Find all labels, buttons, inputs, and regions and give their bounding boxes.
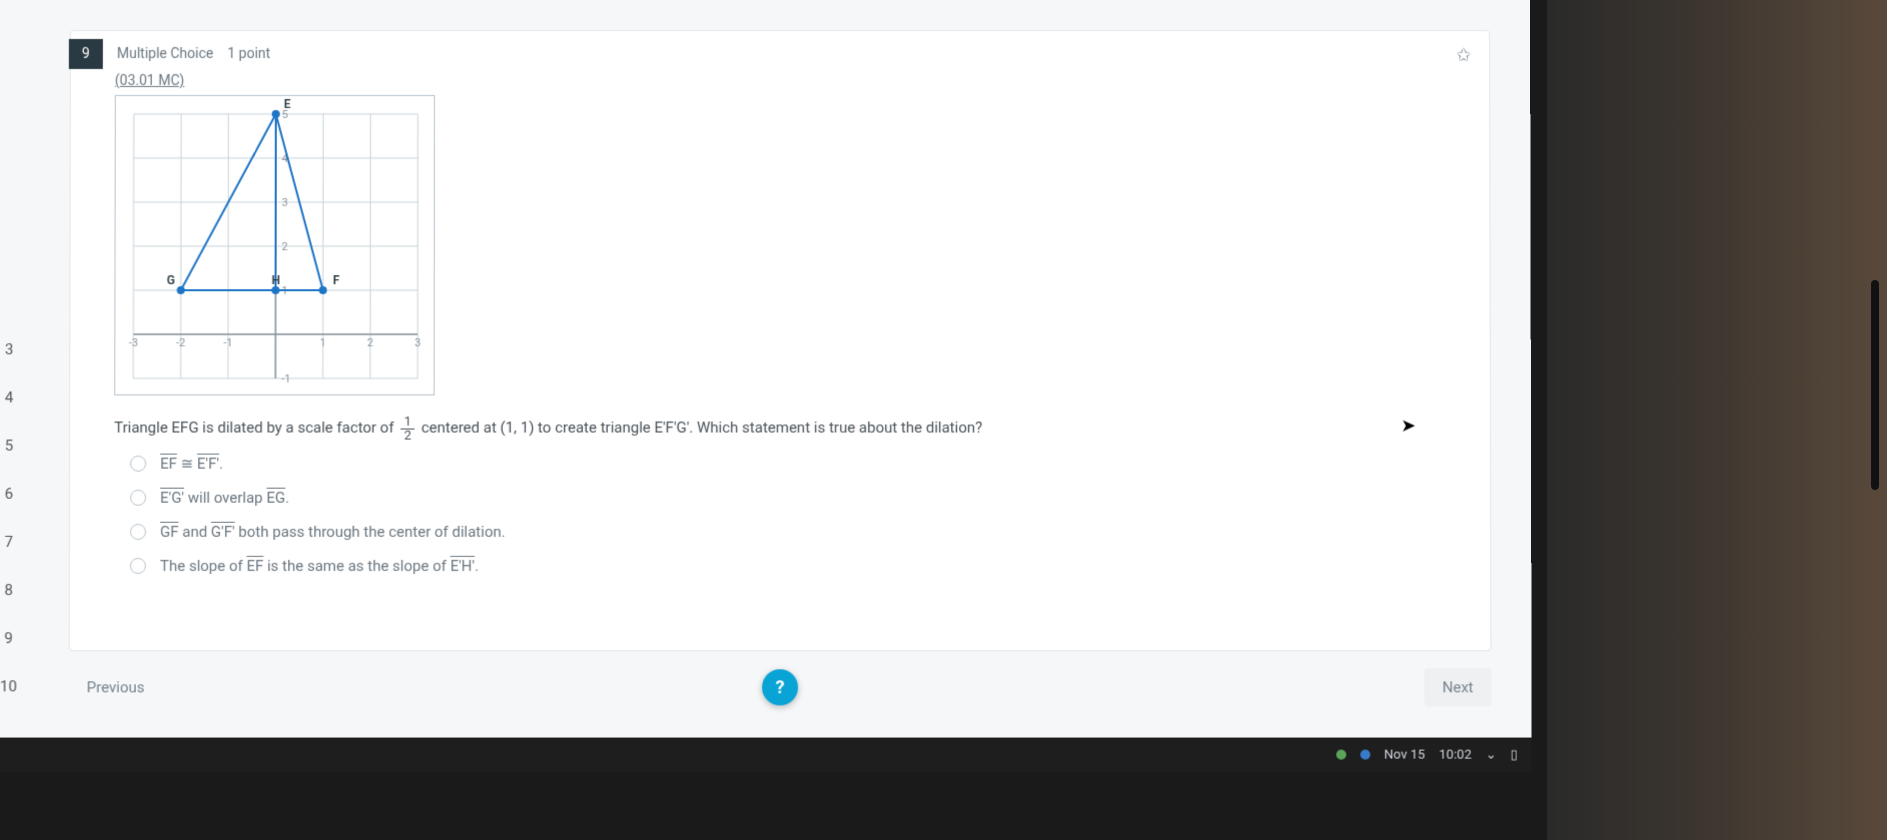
question-prompt: Triangle EFG is dilated by a scale facto…: [114, 413, 1490, 440]
qnav-item[interactable]: 9: [4, 629, 12, 649]
choice-c-text: GF and G'F' both pass through the center…: [160, 523, 505, 541]
fraction-one-half: 1 2: [401, 415, 414, 442]
battery-icon: ▯: [1510, 747, 1517, 762]
choice-b[interactable]: E'G' will overlap EG.: [130, 489, 1490, 507]
question-code: (03.01 MC): [115, 73, 1489, 89]
svg-text:F: F: [333, 273, 340, 287]
qnav-item[interactable]: 4: [5, 388, 13, 408]
device-bezel: [1547, 0, 1887, 840]
choice-c[interactable]: GF and G'F' both pass through the center…: [130, 523, 1490, 541]
taskbar: Nov 15 10:02 ⌄ ▯: [0, 738, 1532, 772]
svg-text:-3: -3: [129, 336, 138, 349]
fraction-denominator: 2: [401, 430, 414, 443]
svg-text:3: 3: [415, 336, 421, 349]
svg-text:E: E: [284, 97, 291, 111]
taskbar-time: 10:02: [1439, 747, 1471, 762]
qnav-item[interactable]: 3: [5, 340, 13, 360]
choice-a-text: EF ≅ E'F'.: [160, 455, 223, 473]
pin-icon[interactable]: ✩: [1456, 45, 1471, 66]
prompt-text-pre: Triangle EFG is dilated by a scale facto…: [114, 418, 394, 436]
taskbar-date: Nov 15: [1384, 747, 1425, 762]
fraction-numerator: 1: [401, 415, 414, 429]
question-card: 9 Multiple Choice 1 point ✩ (03.01 MC) -…: [69, 30, 1492, 651]
question-number-badge: 9: [69, 39, 103, 69]
mouse-cursor-icon: ➤: [1401, 415, 1416, 436]
svg-text:-2: -2: [176, 336, 185, 349]
qnav-item[interactable]: 7: [5, 533, 13, 553]
svg-text:1: 1: [320, 336, 326, 349]
question-points-label: 1 point: [227, 46, 270, 62]
device-side-button: [1871, 280, 1879, 490]
radio-icon[interactable]: [130, 524, 146, 540]
svg-text:2: 2: [282, 240, 288, 253]
radio-icon[interactable]: [130, 456, 146, 472]
triangle-graph: -3-2-1123-112345EFGH: [114, 95, 435, 395]
svg-text:2: 2: [367, 336, 373, 349]
radio-icon[interactable]: [130, 490, 146, 506]
choice-b-text: E'G' will overlap EG.: [160, 489, 289, 507]
svg-text:-1: -1: [224, 336, 233, 349]
screen: 3 4 5 6 7 8 9 10 9 Multiple Choice 1 poi…: [0, 0, 1532, 772]
next-button[interactable]: Next: [1424, 668, 1491, 706]
help-button[interactable]: ?: [762, 669, 798, 705]
bottom-bar: Previous ? Next: [69, 663, 1492, 711]
tray-status-icon: [1360, 750, 1370, 760]
svg-text:3: 3: [282, 196, 288, 209]
radio-icon[interactable]: [130, 558, 146, 574]
question-type-label: Multiple Choice: [117, 46, 214, 62]
qnav-item[interactable]: 8: [4, 581, 12, 601]
question-nav-rail: 3 4 5 6 7 8 9 10: [0, 0, 20, 772]
tray-status-icon: [1336, 750, 1346, 760]
choice-d-text: The slope of EF is the same as the slope…: [160, 557, 479, 575]
qnav-item[interactable]: 6: [5, 485, 13, 505]
svg-text:H: H: [272, 273, 281, 287]
qnav-item[interactable]: 5: [5, 437, 13, 457]
choice-a[interactable]: EF ≅ E'F'.: [130, 455, 1490, 473]
question-header: 9 Multiple Choice 1 point: [71, 31, 1489, 69]
prompt-text-post: centered at (1, 1) to create triangle E'…: [421, 418, 982, 436]
svg-text:G: G: [167, 273, 175, 287]
answer-choices: EF ≅ E'F'. E'G' will overlap EG. GF and …: [130, 455, 1490, 575]
graph-container: -3-2-1123-112345EFGH: [114, 95, 1490, 399]
choice-d[interactable]: The slope of EF is the same as the slope…: [130, 557, 1490, 575]
qnav-item[interactable]: 10: [0, 677, 17, 697]
wifi-icon: ⌄: [1485, 747, 1496, 762]
previous-button[interactable]: Previous: [69, 668, 163, 706]
svg-text:-1: -1: [281, 372, 290, 385]
